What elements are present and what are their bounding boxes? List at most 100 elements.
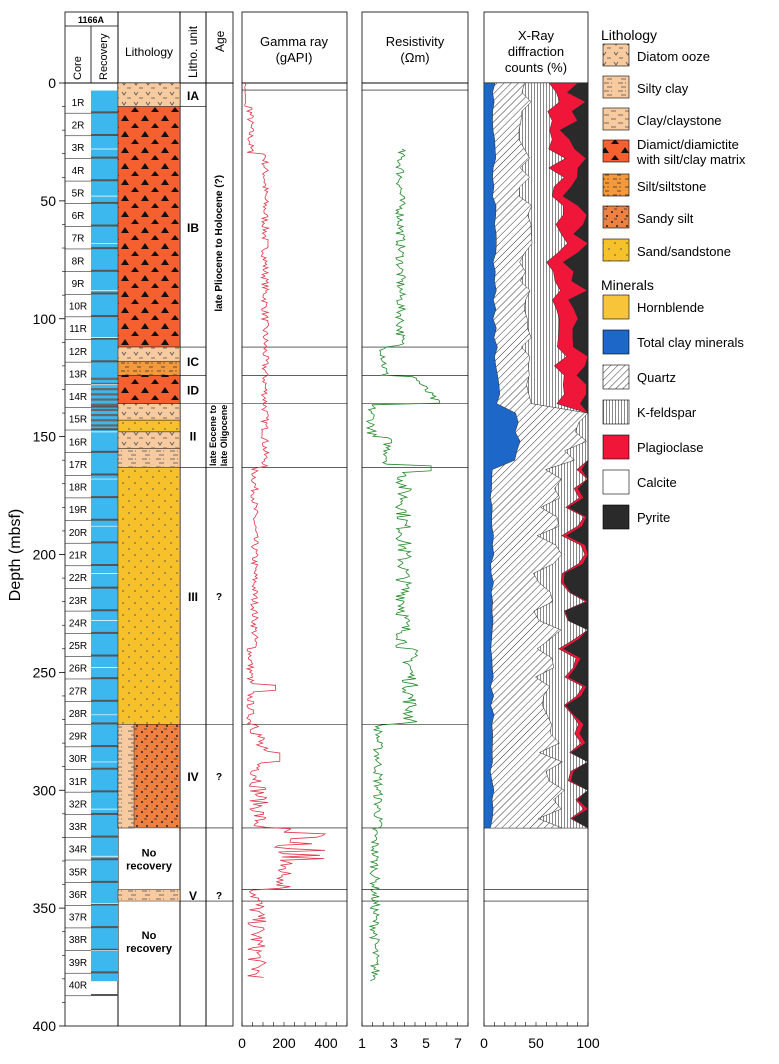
unit-label: III: [188, 590, 198, 604]
age-label: ?: [216, 891, 222, 902]
unit-label: V: [189, 889, 197, 903]
legend-mineral-label: Hornblende: [637, 300, 704, 315]
core-label: 38R: [69, 935, 87, 946]
legend-minerals-title: Minerals: [601, 277, 654, 293]
unit-label: II: [190, 429, 197, 443]
core-label: 10R: [69, 302, 87, 313]
recovery-gap: [91, 496, 118, 499]
core-label: 16R: [69, 437, 87, 448]
gamma-ray-curve: [244, 82, 327, 978]
recovery-gap: [91, 926, 118, 929]
legend-lithology-label: Sand/sandstone: [637, 244, 731, 259]
resistivity-tick-label: 7: [454, 1035, 462, 1051]
legend: Lithology Diatom ooze Silty clay Clay/clays…: [601, 27, 746, 530]
core-label: 12R: [69, 347, 87, 358]
resistivity-unit: (Ωm): [400, 50, 429, 65]
legend-lithology-swatch: [602, 75, 630, 99]
recovery-bar: [91, 90, 118, 982]
depth-tick-label: 350: [33, 900, 57, 916]
age-header: Age: [213, 30, 227, 52]
legend-mineral-label: Calcite: [637, 475, 677, 490]
legend-mineral-swatch: [602, 504, 630, 530]
column-headers: 1166A Core Recovery Lithology Litho. uni…: [64, 11, 589, 84]
xrd-plot: [483, 82, 589, 829]
age-label: late Oligocene: [219, 405, 229, 467]
core-label: 40R: [69, 981, 87, 992]
recovery-gap: [91, 269, 118, 272]
lithology-interval: [117, 467, 181, 725]
recovery-gap: [91, 413, 118, 417]
resistivity-title: Resistivity: [386, 34, 445, 49]
xrd-title-3: counts (%): [505, 60, 567, 75]
recovery-gap: [91, 428, 118, 431]
recovery-gap: [91, 111, 118, 114]
legend-lithology-label: Diamict/diamictite: [637, 137, 739, 152]
legend-mineral-swatch: [602, 399, 630, 425]
lithology-interval: [117, 360, 181, 376]
recovery-gap: [91, 377, 118, 380]
legend-lithology-swatch: [602, 43, 630, 67]
legend-mineral-label: Total clay minerals: [637, 335, 744, 350]
xrd-tick-label: 50: [528, 1035, 544, 1051]
recovery-gap: [91, 745, 118, 748]
core-label: 34R: [69, 845, 87, 856]
recovery-gap: [91, 903, 118, 906]
lithology-interval: [117, 403, 181, 421]
resistivity-tick-label: 1: [358, 1035, 366, 1051]
core-label: 25R: [69, 641, 87, 652]
legend-lithology-label: Silt/siltstone: [637, 179, 706, 194]
legend-lithology-label: Clay/claystone: [637, 113, 722, 128]
xrd-title: X-Ray: [518, 28, 555, 43]
depth-tick-label: 300: [33, 782, 57, 798]
recovery-gap: [91, 393, 118, 396]
core-label: 30R: [69, 754, 87, 765]
recovery-header: Recovery: [98, 33, 110, 80]
core-label: 4R: [72, 166, 85, 177]
depth-tick-label: 100: [33, 311, 57, 327]
recovery-gap: [91, 518, 118, 521]
core-label: 19R: [69, 505, 87, 516]
resistivity-plot-frame: [361, 82, 469, 1027]
xrd-title-2: diffraction: [508, 44, 564, 59]
core-label: 24R: [69, 618, 87, 629]
lithology-interval: [117, 419, 181, 433]
core-label: 36R: [69, 890, 87, 901]
depth-axis: 0 50 100 150 200 250 300 350 400 Depth (mbsf): [7, 75, 65, 1034]
resistivity-line: [365, 148, 441, 982]
legend-lithology-label: Sandy silt: [637, 211, 694, 226]
legend-lithology-swatch: [602, 139, 630, 163]
lithology-interval: [117, 724, 135, 829]
core-label: 6R: [72, 211, 85, 222]
recovery-gap: [91, 408, 118, 412]
litho-unit-header: Litho. unit: [186, 25, 200, 78]
legend-mineral-swatch: [602, 294, 630, 320]
core-label: 39R: [69, 958, 87, 969]
core-label: 32R: [69, 799, 87, 810]
core-label: 22R: [69, 573, 87, 584]
recovery-gap: [91, 403, 118, 406]
recovery-gap: [91, 948, 118, 951]
no-recovery-label: No: [142, 848, 157, 860]
lithology-header: Lithology: [125, 45, 173, 59]
core-label: 11R: [69, 324, 87, 335]
age-column-frame: [205, 82, 234, 1027]
gamma-unit: (gAPI): [276, 50, 313, 65]
core-column: 1R 2R 3R 4R 5R 6R 7R 8R 9R 10R 11R 12R 13R 14R 15R 16R 1…: [65, 90, 118, 997]
recovery-gap: [91, 419, 118, 422]
recovery-gap: [91, 424, 118, 427]
core-header: Core: [72, 56, 84, 80]
legend-mineral-swatch: [602, 469, 630, 495]
core-label: 7R: [72, 234, 85, 245]
resistivity-tick-label: 3: [390, 1035, 398, 1051]
legend-lithology-swatch: [602, 205, 630, 229]
core-label: 18R: [69, 483, 87, 494]
gamma-ray-line: [244, 82, 327, 978]
core-label: 27R: [69, 686, 87, 697]
recovery-gap: [91, 156, 118, 159]
recovery-gap: [91, 994, 118, 997]
unit-label: ID: [187, 383, 199, 397]
recovery-gap: [91, 790, 118, 793]
no-recovery-label: recovery: [126, 943, 173, 955]
